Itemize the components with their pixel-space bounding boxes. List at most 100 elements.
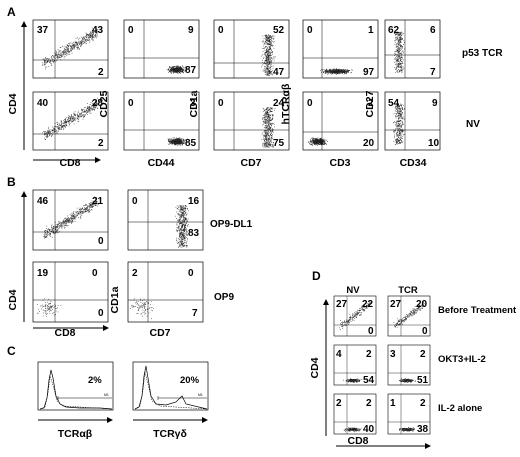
scatter-dot: [89, 37, 90, 39]
panel-a-ylabel-4: hTCRαβ: [280, 83, 292, 124]
scatter-dot: [170, 69, 171, 70]
scatter-dot: [268, 144, 270, 146]
scatter-dot: [93, 104, 94, 106]
scatter-dot: [178, 137, 179, 139]
scatter-dot: [88, 109, 90, 110]
scatter-dot: [266, 55, 267, 57]
scatter-dot: [171, 138, 172, 140]
scatter-dot: [180, 70, 181, 72]
scatter-dot: [87, 110, 89, 112]
scatter-dot: [51, 230, 53, 231]
scatter-dot: [403, 123, 404, 125]
scatter-dot: [86, 208, 87, 209]
scatter-dot: [76, 212, 77, 214]
scatter-dot: [269, 108, 270, 110]
scatter-dot: [52, 134, 53, 135]
panel-a-plot-r2-c5: 54 9 10: [384, 91, 441, 151]
scatter-dot: [397, 44, 399, 45]
scatter-dot: [88, 106, 90, 107]
scatter-dot: [318, 144, 320, 145]
scatter-dot: [265, 114, 266, 116]
scatter-dot: [73, 219, 75, 220]
scatter-dot: [170, 70, 172, 72]
scatter-dot: [267, 116, 269, 118]
scatter-dot: [65, 120, 66, 121]
scatter-dot: [69, 43, 70, 45]
scatter-dot: [81, 109, 82, 110]
scatter-dot: [270, 51, 272, 53]
scatter-dot: [173, 70, 174, 71]
scatter-dot: [402, 51, 404, 52]
scatter-dot: [72, 116, 74, 117]
scatter-dot: [84, 111, 86, 112]
scatter-dot: [400, 33, 402, 35]
quadrant-lr: 47: [273, 67, 285, 78]
scatter-dot: [314, 141, 315, 143]
scatter-dot: [266, 143, 268, 145]
scatter-dot: [398, 66, 400, 68]
scatter-dot: [316, 142, 317, 144]
scatter-dot: [72, 119, 74, 120]
scatter-dot: [61, 226, 63, 228]
scatter-dot: [80, 45, 81, 47]
scatter-dot: [266, 36, 267, 38]
scatter-dot: [64, 52, 65, 54]
scatter-dot: [267, 57, 269, 59]
scatter-dot: [80, 216, 81, 217]
scatter-dot: [266, 74, 268, 76]
scatter-dot: [319, 140, 320, 142]
scatter-dot: [400, 68, 401, 70]
scatter-dot: [171, 139, 173, 141]
scatter-dot: [395, 125, 397, 126]
scatter-dot: [92, 108, 94, 110]
scatter-dot: [266, 127, 268, 129]
scatter-dot: [268, 115, 269, 116]
scatter-dot: [340, 72, 341, 74]
scatter-dot: [315, 139, 317, 141]
scatter-dot: [56, 54, 58, 55]
panel-b-label: B: [7, 175, 16, 189]
scatter-dot: [270, 71, 272, 73]
scatter-dot: [84, 209, 85, 210]
scatter-dot: [342, 70, 344, 71]
scatter-dot: [171, 140, 173, 142]
scatter-dot: [265, 144, 267, 145]
scatter-dot: [401, 142, 403, 144]
scatter-dot: [172, 142, 174, 143]
scatter-dot: [70, 121, 72, 122]
scatter-dot: [170, 68, 172, 70]
scatter-dot: [79, 114, 80, 115]
scatter-dot: [63, 219, 65, 221]
scatter-dot: [319, 141, 320, 142]
scatter-dot: [175, 69, 176, 71]
scatter-dot: [49, 135, 50, 137]
scatter-dot: [171, 72, 172, 73]
scatter-dot: [186, 138, 188, 140]
scatter-dot: [333, 70, 334, 72]
quadrant-ul: 54: [388, 98, 400, 109]
scatter-dot: [320, 137, 322, 139]
scatter-dot: [90, 103, 91, 105]
scatter-dot: [265, 49, 267, 51]
scatter-dot: [70, 221, 72, 222]
scatter-dot: [169, 139, 171, 141]
scatter-dot: [271, 119, 272, 121]
scatter-dot: [332, 72, 333, 74]
scatter-dot: [262, 119, 264, 120]
scatter-dot: [46, 58, 48, 59]
quadrant-lr: 20: [363, 138, 375, 149]
scatter-dot: [312, 142, 314, 143]
scatter-dot: [264, 41, 266, 42]
scatter-dot: [176, 138, 177, 139]
scatter-dot: [88, 37, 90, 39]
scatter-dot: [396, 33, 397, 35]
scatter-dot: [271, 111, 273, 112]
scatter-dot: [90, 37, 91, 38]
scatter-dot: [61, 128, 62, 129]
scatter-dot: [172, 70, 174, 71]
scatter-dot: [66, 125, 67, 126]
scatter-dot: [396, 113, 398, 114]
scatter-dot: [178, 70, 180, 71]
scatter-dot: [344, 71, 346, 72]
scatter-dot: [49, 129, 51, 130]
